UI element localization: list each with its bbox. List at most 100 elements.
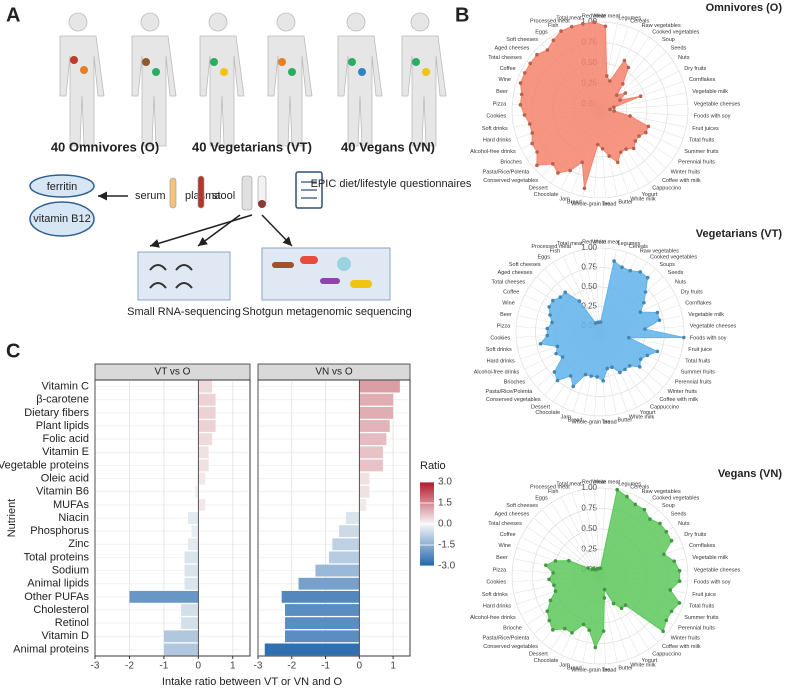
method-label: Small RNA-sequencing	[127, 306, 241, 318]
x-tick-label: -2	[125, 661, 134, 672]
radar-point	[608, 107, 612, 112]
radar-point	[623, 603, 628, 607]
radar-point	[527, 122, 532, 126]
radar-tick-label: 1.00	[581, 243, 597, 252]
bar	[181, 604, 199, 616]
radar-category-label: Bread	[567, 666, 582, 672]
radar-category-label: Coffee with milk	[659, 397, 698, 403]
radar-category-label: Alcohol-free drinks	[470, 615, 516, 621]
colorbar-label: -1.5	[438, 540, 456, 551]
x-tick-label: -1	[321, 661, 330, 672]
radar-spoke	[541, 509, 601, 577]
method-label: Shotgun metagenomic sequencing	[242, 306, 411, 318]
radar-point	[645, 275, 650, 280]
x-tick-label: 1	[390, 661, 396, 672]
radar-point	[612, 259, 616, 263]
radar-category-label: Cooked vegetables	[652, 495, 699, 501]
radar-category-label: Bread	[568, 418, 583, 424]
radar-category-label: Conserved vegetables	[483, 178, 538, 184]
radar-category-label: Fruit juice	[688, 347, 712, 353]
radar-category-label: Pasta/Rice/Polenta	[483, 169, 531, 175]
radar-category-label: Seeds	[671, 511, 687, 517]
radar-category-label: Legumes	[618, 241, 641, 247]
silhouettes	[59, 12, 447, 147]
radar-category-label: Pizza	[493, 567, 507, 573]
y-tick-label: Dietary fibers	[24, 407, 89, 419]
bar	[359, 446, 383, 459]
radar-category-label: Tea	[602, 667, 612, 673]
y-tick-label: Plant lipids	[36, 420, 90, 432]
radar-category-label: Winter fruits	[671, 169, 701, 175]
bar	[359, 433, 387, 446]
bar	[359, 485, 370, 498]
sample-label: stool	[212, 190, 235, 202]
colorbar-label: 1.5	[438, 498, 452, 509]
radar-category-label: Vegetable milk	[688, 312, 724, 318]
radar-category-label: Pizza	[493, 101, 507, 107]
radar-category-label: Summer fruits	[681, 369, 715, 375]
radar-grid-ring	[535, 267, 665, 397]
radar-category-label: Raw vegetables	[642, 23, 681, 29]
method-box	[261, 247, 391, 301]
radar-category-label: White meat	[592, 14, 620, 20]
radar-category-label: White milk	[629, 415, 655, 421]
radar-category-label: Cappuccino	[652, 186, 681, 192]
tube	[197, 175, 205, 209]
radar-point	[547, 618, 552, 623]
bar	[129, 590, 199, 603]
y-tick-label: Zinc	[68, 538, 89, 550]
radar-category-label: Coffee with milk	[662, 644, 701, 650]
y-axis-label: Nutrient	[6, 499, 18, 538]
radar-spoke	[583, 249, 601, 333]
radar-tick-label: 0.75	[581, 504, 597, 513]
radar-category-label: Butter	[618, 666, 633, 672]
bar	[198, 446, 209, 459]
radar-point	[643, 290, 648, 294]
radar-category-label: Eggs	[535, 495, 548, 501]
y-tick-label: Folic acid	[43, 433, 89, 445]
radar-point	[545, 333, 550, 338]
marker-label: ferritin	[47, 181, 78, 193]
radar-category-label: Yogurt	[642, 658, 658, 664]
method-box	[137, 251, 231, 301]
y-tick-label: Sodium	[52, 564, 89, 576]
radar-point	[596, 566, 601, 571]
radar-point	[627, 364, 632, 368]
radar-category-label: Yogurt	[640, 410, 656, 416]
radar-point	[553, 589, 558, 593]
radar-area	[519, 21, 650, 189]
radar-point	[638, 270, 642, 274]
radar-point	[627, 335, 631, 340]
radar-category-label: Pizza	[497, 324, 511, 330]
clipboard-lines	[301, 181, 317, 199]
radar-point	[595, 375, 599, 379]
radar-point	[586, 566, 590, 570]
radar-category-label: Alcohol-free drinks	[474, 369, 520, 375]
radar-point	[661, 629, 665, 634]
radar-point	[568, 374, 573, 378]
radar-category-label: Jam	[559, 196, 570, 202]
radar-point	[554, 351, 558, 356]
radar-category-label: Perennial fruits	[675, 379, 712, 385]
radar-category-label: Red meat	[582, 480, 606, 486]
radar-category-label: Whole-grain bread	[571, 419, 616, 425]
radar-category-label: Coffee	[503, 290, 519, 296]
bar	[359, 498, 367, 511]
radar-category-label: Fish	[550, 249, 560, 255]
radar-category-label: Soft drinks	[486, 347, 512, 353]
radar-point	[522, 71, 527, 75]
radar-point	[620, 265, 624, 270]
y-tick-label: Vitamin B6	[36, 486, 89, 498]
radar-point	[558, 295, 563, 299]
radar-category-label: Jam	[561, 415, 572, 421]
radar-point	[644, 130, 648, 135]
radar-category-label: Soup	[662, 37, 675, 43]
radar-category-label: Brioche	[503, 626, 522, 632]
x-tick-label: -3	[254, 661, 263, 672]
radar-point	[618, 98, 622, 102]
radar-category-label: Fish	[548, 23, 558, 29]
radar-point	[631, 146, 636, 151]
radar-spoke	[582, 489, 601, 577]
radar-point	[602, 587, 607, 592]
